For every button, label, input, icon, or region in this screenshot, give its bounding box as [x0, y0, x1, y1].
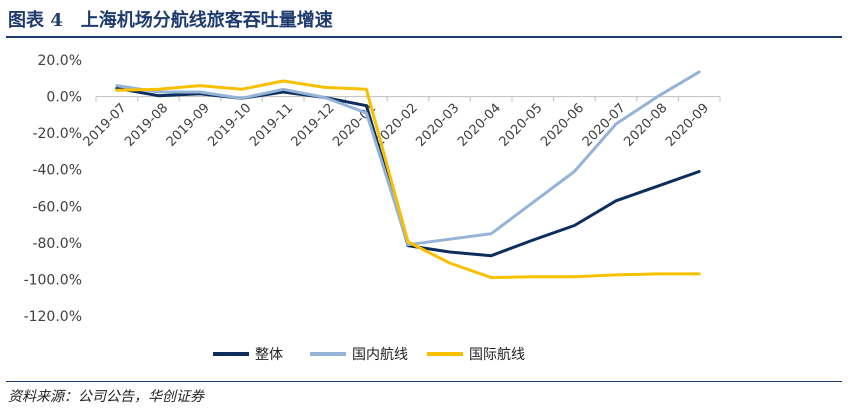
source-note: 资料来源：公司公告，华创证券: [8, 389, 204, 405]
x-tick-label: 2020-04: [455, 101, 504, 150]
x-tick-label: 2020-07: [580, 101, 629, 150]
y-tick-label: -80.0%: [32, 236, 82, 252]
legend-label: 国内航线: [352, 347, 408, 363]
series-line: [115, 70, 701, 247]
x-tick-label: 2020-02: [372, 101, 421, 150]
title-bar: 图表 4 上海机场分航线旅客吞吐量增速: [0, 0, 848, 38]
x-tick-label: 2019-09: [164, 101, 213, 150]
x-tick-label: 2020-03: [413, 101, 462, 150]
y-tick-label: -100.0%: [24, 272, 82, 288]
legend-label: 整体: [255, 347, 283, 363]
x-tick-label: 2020-08: [621, 101, 670, 150]
x-tick-label: 2019-08: [122, 101, 171, 150]
x-tick-label: 2020-05: [497, 101, 546, 150]
x-tick-label: 2019-10: [205, 101, 254, 150]
footer-rule: [6, 381, 842, 382]
y-tick-label: 20.0%: [38, 53, 82, 69]
x-tick-label: 2019-12: [289, 101, 338, 150]
x-tick-label: 2020-09: [663, 101, 712, 150]
y-tick-label: -60.0%: [32, 199, 82, 215]
y-tick-label: 0.0%: [46, 90, 82, 106]
legend-label: 国际航线: [469, 347, 525, 363]
y-tick-label: -120.0%: [24, 309, 82, 325]
x-tick-label: 2019-07: [81, 101, 130, 150]
title-rule: [6, 36, 842, 38]
y-tick-label: -20.0%: [32, 126, 82, 142]
y-tick-label: -40.0%: [32, 163, 82, 179]
x-tick-label: 2019-11: [247, 101, 296, 150]
series-line: [115, 79, 701, 280]
figure-title: 图表 4 上海机场分航线旅客吞吐量增速: [8, 10, 333, 31]
x-tick-label: 2020-06: [538, 101, 587, 150]
